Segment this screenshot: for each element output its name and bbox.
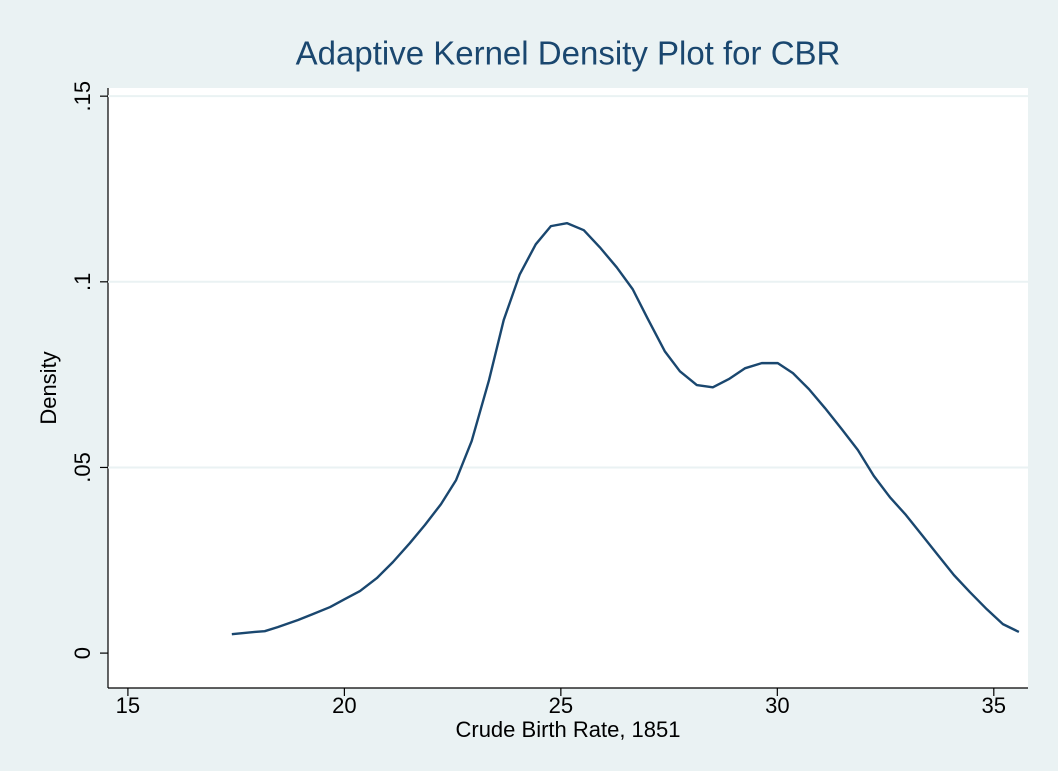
x-axis-label: Crude Birth Rate, 1851	[455, 717, 680, 742]
y-tick-label: .1	[70, 273, 95, 291]
x-tick-label: 15	[116, 693, 140, 718]
plot-area	[108, 88, 1028, 688]
x-tick-label: 35	[982, 693, 1006, 718]
density-line	[231, 221, 1020, 636]
y-tick-label: .05	[70, 452, 95, 483]
x-tick-label: 20	[332, 693, 356, 718]
x-tick-label: 25	[549, 693, 573, 718]
chart-title: Adaptive Kernel Density Plot for CBR	[296, 35, 841, 72]
y-tick-label: .15	[70, 81, 95, 112]
y-axis-label: Density	[36, 351, 61, 424]
x-tick-label: 30	[765, 693, 789, 718]
y-tick-label: 0	[70, 647, 95, 659]
